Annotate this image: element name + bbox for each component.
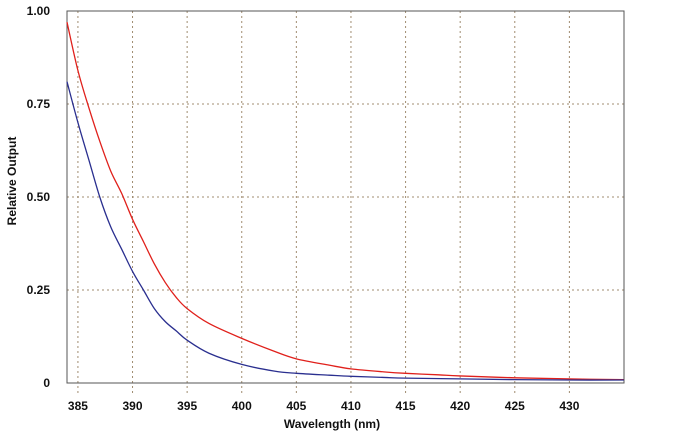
y-axis-title: Relative Output: [5, 137, 19, 226]
y-tick-label: 0.75: [27, 97, 51, 111]
plot-frame: [66, 10, 625, 384]
series-line-2: [66, 81, 625, 381]
y-tick-label: 0.25: [27, 283, 51, 297]
x-tick-label: 405: [286, 399, 306, 413]
x-tick-label: 415: [396, 399, 416, 413]
series-line-1: [66, 22, 625, 381]
x-tick-label: 430: [559, 399, 579, 413]
y-tick-label: 1.00: [27, 4, 51, 18]
x-tick-label: 385: [68, 399, 88, 413]
x-tick-label: 395: [177, 399, 197, 413]
x-tick-label: 420: [450, 399, 470, 413]
grid: [67, 10, 624, 395]
x-tick-label: 410: [341, 399, 361, 413]
plot-area-border: [66, 10, 625, 384]
series-group: [66, 22, 625, 381]
x-axis-title: Wavelength (nm): [284, 417, 380, 431]
x-tick-label: 425: [505, 399, 525, 413]
y-tick-label: 0: [43, 376, 50, 390]
y-tick-label: 0.50: [27, 190, 51, 204]
x-tick-label: 390: [123, 399, 143, 413]
x-tick-label: 400: [232, 399, 252, 413]
y-axis-ticks: 0 0.25 0.50 0.75 1.00: [27, 4, 51, 390]
x-axis-ticks: 385 390 395 400 405 410 415 420 425 430: [68, 399, 580, 413]
